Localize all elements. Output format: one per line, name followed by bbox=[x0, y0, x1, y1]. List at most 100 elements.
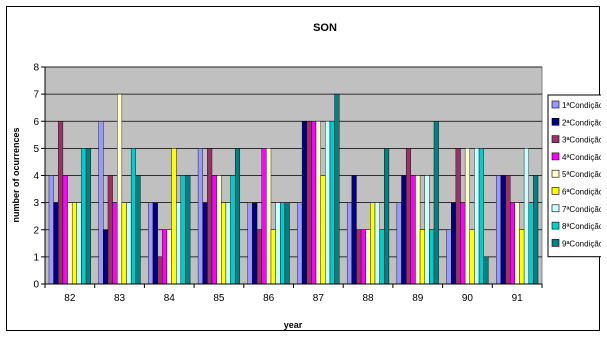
bar-90-series-9 bbox=[483, 256, 489, 285]
bar-91-series-1 bbox=[496, 175, 502, 285]
bar-91-series-6 bbox=[519, 229, 525, 285]
bar-89-series-6 bbox=[419, 229, 425, 285]
chart-frame: SON 0 1 2 3 4 5 6 7 8 82 83 84 85 86 87 88 89 90 91 year n… bbox=[6, 6, 601, 331]
bar-86-series-8 bbox=[280, 202, 286, 285]
bar-83-series-2 bbox=[103, 229, 109, 285]
bar-85-series-3 bbox=[207, 148, 213, 285]
bar-87-series-5 bbox=[315, 121, 321, 285]
bar-82-series-4 bbox=[62, 175, 68, 285]
bar-83-series-3 bbox=[107, 175, 113, 285]
bar-83-series-8 bbox=[130, 148, 136, 285]
bar-87-series-1 bbox=[297, 202, 303, 285]
bar-89-series-3 bbox=[405, 148, 411, 285]
bar-85-series-5 bbox=[216, 175, 222, 285]
bar-90-series-2 bbox=[451, 202, 457, 285]
x-axis-label: year bbox=[284, 320, 303, 330]
y-tick-label: 2 bbox=[33, 225, 39, 236]
legend-entry: 4ªCondição bbox=[562, 153, 601, 162]
bar-89-series-5 bbox=[415, 175, 421, 285]
legend-swatch bbox=[551, 135, 560, 143]
bar-87-series-6 bbox=[320, 175, 326, 285]
bar-84-series-5 bbox=[166, 229, 172, 285]
legend-swatch bbox=[551, 204, 560, 213]
chart-title: SON bbox=[313, 22, 337, 34]
bar-91-series-9 bbox=[533, 175, 539, 285]
bar-87-series-2 bbox=[301, 121, 307, 285]
bar-87-series-7 bbox=[325, 121, 331, 285]
bar-90-series-5 bbox=[464, 148, 470, 285]
bar-87-series-4 bbox=[311, 121, 317, 285]
bar-89-series-9 bbox=[433, 121, 439, 285]
plot-area: 0 1 2 3 4 5 6 7 8 82 83 84 85 86 87 88 89 90 91 bbox=[33, 63, 543, 304]
bar-85-series-6 bbox=[221, 202, 227, 285]
x-tick-label: 91 bbox=[512, 293, 524, 304]
bar-86-series-9 bbox=[284, 202, 290, 285]
bar-chart: SON 0 1 2 3 4 5 6 7 8 82 83 84 85 86 87 88 89 90 91 year n… bbox=[11, 22, 601, 330]
legend-entry: 5ªCondição bbox=[562, 170, 601, 179]
x-tick-label: 84 bbox=[164, 293, 176, 304]
bar-91-series-8 bbox=[528, 202, 534, 285]
bar-88-series-9 bbox=[384, 148, 390, 285]
bar-83-series-7 bbox=[126, 202, 132, 285]
bar-89-series-2 bbox=[401, 175, 407, 285]
y-tick-label: 8 bbox=[33, 63, 39, 74]
bar-85-series-7 bbox=[225, 202, 231, 285]
legend-swatch bbox=[551, 239, 560, 247]
bar-91-series-5 bbox=[514, 202, 520, 285]
bar-91-series-4 bbox=[509, 202, 516, 285]
legend-entry: 6ªCondição bbox=[562, 188, 601, 197]
legend-swatch bbox=[551, 187, 560, 195]
bar-87-series-9 bbox=[334, 93, 340, 285]
bar-88-series-6 bbox=[370, 202, 376, 285]
bar-85-series-8 bbox=[230, 175, 236, 285]
y-tick-label: 6 bbox=[33, 117, 39, 128]
bar-89-series-4 bbox=[410, 175, 416, 285]
bar-82-series-3 bbox=[58, 121, 64, 285]
bar-84-series-2 bbox=[152, 202, 158, 285]
bar-82-series-7 bbox=[76, 202, 82, 285]
bar-86-series-1 bbox=[247, 202, 253, 285]
bar-86-series-2 bbox=[252, 202, 258, 285]
x-tick-label: 87 bbox=[313, 293, 325, 304]
legend-entry: 1ªCondição bbox=[562, 101, 601, 110]
bar-91-series-2 bbox=[500, 175, 506, 285]
bar-86-series-7 bbox=[275, 202, 281, 285]
bar-90-series-6 bbox=[469, 229, 475, 285]
bar-89-series-1 bbox=[396, 202, 402, 285]
bar-84-series-4 bbox=[162, 229, 168, 285]
bar-82-series-1 bbox=[48, 175, 54, 285]
y-tick-label: 4 bbox=[33, 171, 39, 182]
bar-85-series-1 bbox=[197, 148, 203, 285]
y-tick-label: 7 bbox=[33, 90, 39, 101]
bar-83-series-4 bbox=[112, 202, 118, 285]
bar-82-series-9 bbox=[85, 148, 91, 285]
bar-88-series-1 bbox=[346, 202, 353, 285]
y-tick-label: 5 bbox=[33, 144, 39, 155]
bar-85-series-9 bbox=[234, 148, 241, 285]
bar-87-series-8 bbox=[329, 121, 335, 285]
x-tick-label: 88 bbox=[362, 293, 374, 304]
bar-86-series-5 bbox=[266, 148, 272, 285]
bar-90-series-4 bbox=[460, 202, 466, 285]
legend: 1ªCondição 2ªCondição 3ªCondição 4ªCondição… bbox=[547, 94, 601, 258]
bar-82-series-5 bbox=[67, 202, 73, 285]
bar-91-series-7 bbox=[523, 148, 529, 285]
bar-83-series-6 bbox=[121, 202, 127, 285]
bar-86-series-4 bbox=[261, 148, 267, 285]
x-tick-label: 89 bbox=[412, 293, 424, 304]
bar-86-series-3 bbox=[256, 229, 262, 285]
y-tick-label: 0 bbox=[33, 280, 39, 291]
bar-84-series-6 bbox=[171, 148, 177, 285]
bar-90-series-3 bbox=[455, 148, 461, 285]
y-tick-label: 1 bbox=[33, 252, 39, 263]
bar-83-series-1 bbox=[98, 121, 104, 285]
bar-83-series-9 bbox=[135, 175, 141, 285]
legend-swatch bbox=[551, 152, 560, 161]
legend-swatch bbox=[551, 169, 560, 178]
legend-entry: 7ªCondição bbox=[562, 205, 601, 214]
bar-90-series-8 bbox=[478, 148, 484, 285]
bar-84-series-7 bbox=[176, 202, 182, 285]
x-tick-label: 83 bbox=[114, 293, 126, 304]
bar-85-series-2 bbox=[202, 202, 208, 285]
legend-swatch bbox=[551, 221, 560, 230]
